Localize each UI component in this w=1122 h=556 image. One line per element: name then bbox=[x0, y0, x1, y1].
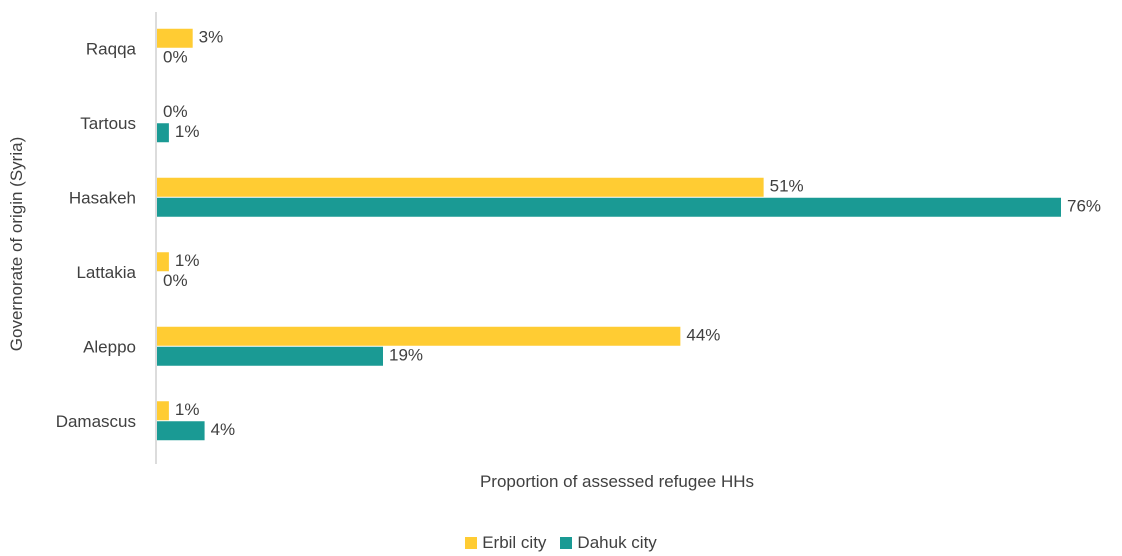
data-label-erbil: 3% bbox=[199, 27, 224, 46]
legend-item-dahuk: Dahuk city bbox=[560, 533, 657, 553]
data-label-erbil: 1% bbox=[175, 400, 200, 419]
legend-label-erbil: Erbil city bbox=[482, 533, 547, 552]
bar-dahuk bbox=[157, 123, 169, 143]
data-label-dahuk: 0% bbox=[163, 271, 188, 290]
bar-dahuk bbox=[157, 421, 205, 441]
category-label: Aleppo bbox=[83, 337, 136, 356]
bar-dahuk bbox=[157, 346, 383, 366]
data-label-dahuk: 4% bbox=[211, 420, 236, 439]
category-label: Damascus bbox=[56, 412, 136, 431]
data-label-erbil: 44% bbox=[686, 325, 720, 344]
legend-item-erbil: Erbil city bbox=[465, 533, 546, 553]
data-label-dahuk: 0% bbox=[163, 47, 188, 66]
bar-erbil bbox=[157, 177, 764, 197]
legend: Erbil city Dahuk city bbox=[0, 532, 1122, 554]
data-label-dahuk: 1% bbox=[175, 122, 200, 141]
legend-swatch-dahuk bbox=[560, 537, 573, 549]
bar-dahuk bbox=[157, 197, 1061, 217]
data-label-erbil: 1% bbox=[175, 251, 200, 270]
category-label: Hasakeh bbox=[69, 188, 136, 207]
bar-erbil bbox=[157, 252, 169, 272]
legend-swatch-erbil bbox=[465, 537, 478, 549]
bars-group bbox=[157, 28, 1061, 441]
legend-label-dahuk: Dahuk city bbox=[577, 533, 657, 552]
category-label: Raqqa bbox=[86, 39, 137, 58]
x-axis-title: Proportion of assessed refugee HHs bbox=[480, 472, 754, 491]
bar-erbil bbox=[157, 326, 681, 346]
labels-group: Raqqa3%0%Tartous0%1%Hasakeh51%76%Lattaki… bbox=[56, 27, 1101, 439]
data-label-dahuk: 19% bbox=[389, 345, 423, 364]
data-label-dahuk: 76% bbox=[1067, 196, 1101, 215]
category-label: Tartous bbox=[80, 114, 136, 133]
category-label: Lattakia bbox=[76, 263, 136, 282]
data-label-erbil: 0% bbox=[163, 102, 188, 121]
y-axis-title: Governorate of origin (Syria) bbox=[7, 137, 26, 351]
data-label-erbil: 51% bbox=[770, 176, 804, 195]
bar-chart: Raqqa3%0%Tartous0%1%Hasakeh51%76%Lattaki… bbox=[7, 12, 1101, 491]
bar-erbil bbox=[157, 28, 193, 48]
bar-erbil bbox=[157, 401, 169, 421]
